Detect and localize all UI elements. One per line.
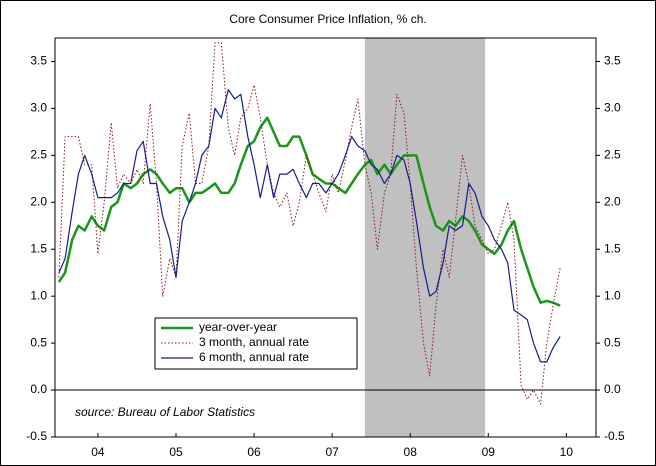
y2-tick-label: 1.0 [604,288,621,302]
y-tick-label: 1.5 [30,241,47,255]
y-tick-label: 0.5 [30,335,47,349]
x-tick-label: 04 [91,445,105,459]
legend-box [154,317,358,370]
source-note: source: Bureau of Labor Statistics [75,405,255,419]
x-tick-label: 06 [247,445,261,459]
x-tick-label: 05 [169,445,183,459]
series-line [58,89,561,363]
plot-area [54,37,597,438]
y2-tick-label: 3.0 [604,101,621,115]
legend-label: 6 month, annual rate [199,350,309,364]
chart-title: Core Consumer Price Inflation, % ch. [229,12,426,26]
series-line [57,116,561,307]
legend-label: 3 month, annual rate [199,335,309,349]
series-line [58,42,561,405]
y2-tick-label: 1.5 [604,241,621,255]
y2-tick-label: -0.5 [604,429,625,443]
y2-tick-label: 2.0 [604,194,621,208]
y2-tick-label: 3.5 [604,54,621,68]
x-tick-label: 08 [404,445,418,459]
y-tick-label: 1.0 [30,288,47,302]
legend-label: year-over-year [199,320,277,334]
y-tick-label: -0.5 [26,429,47,443]
y-tick-label: 3.0 [30,101,47,115]
x-tick-label: 09 [482,445,496,459]
y-tick-label: 3.5 [30,54,47,68]
x-tick-label: 10 [560,445,574,459]
y-tick-label: 2.5 [30,148,47,162]
y-tick-label: 0.0 [30,382,47,396]
x-tick-label: 07 [325,445,339,459]
y2-tick-label: 0.0 [604,382,621,396]
y-tick-label: 2.0 [30,194,47,208]
y2-tick-label: 0.5 [604,335,621,349]
y2-tick-label: 2.5 [604,148,621,162]
shaded-region [364,38,486,437]
